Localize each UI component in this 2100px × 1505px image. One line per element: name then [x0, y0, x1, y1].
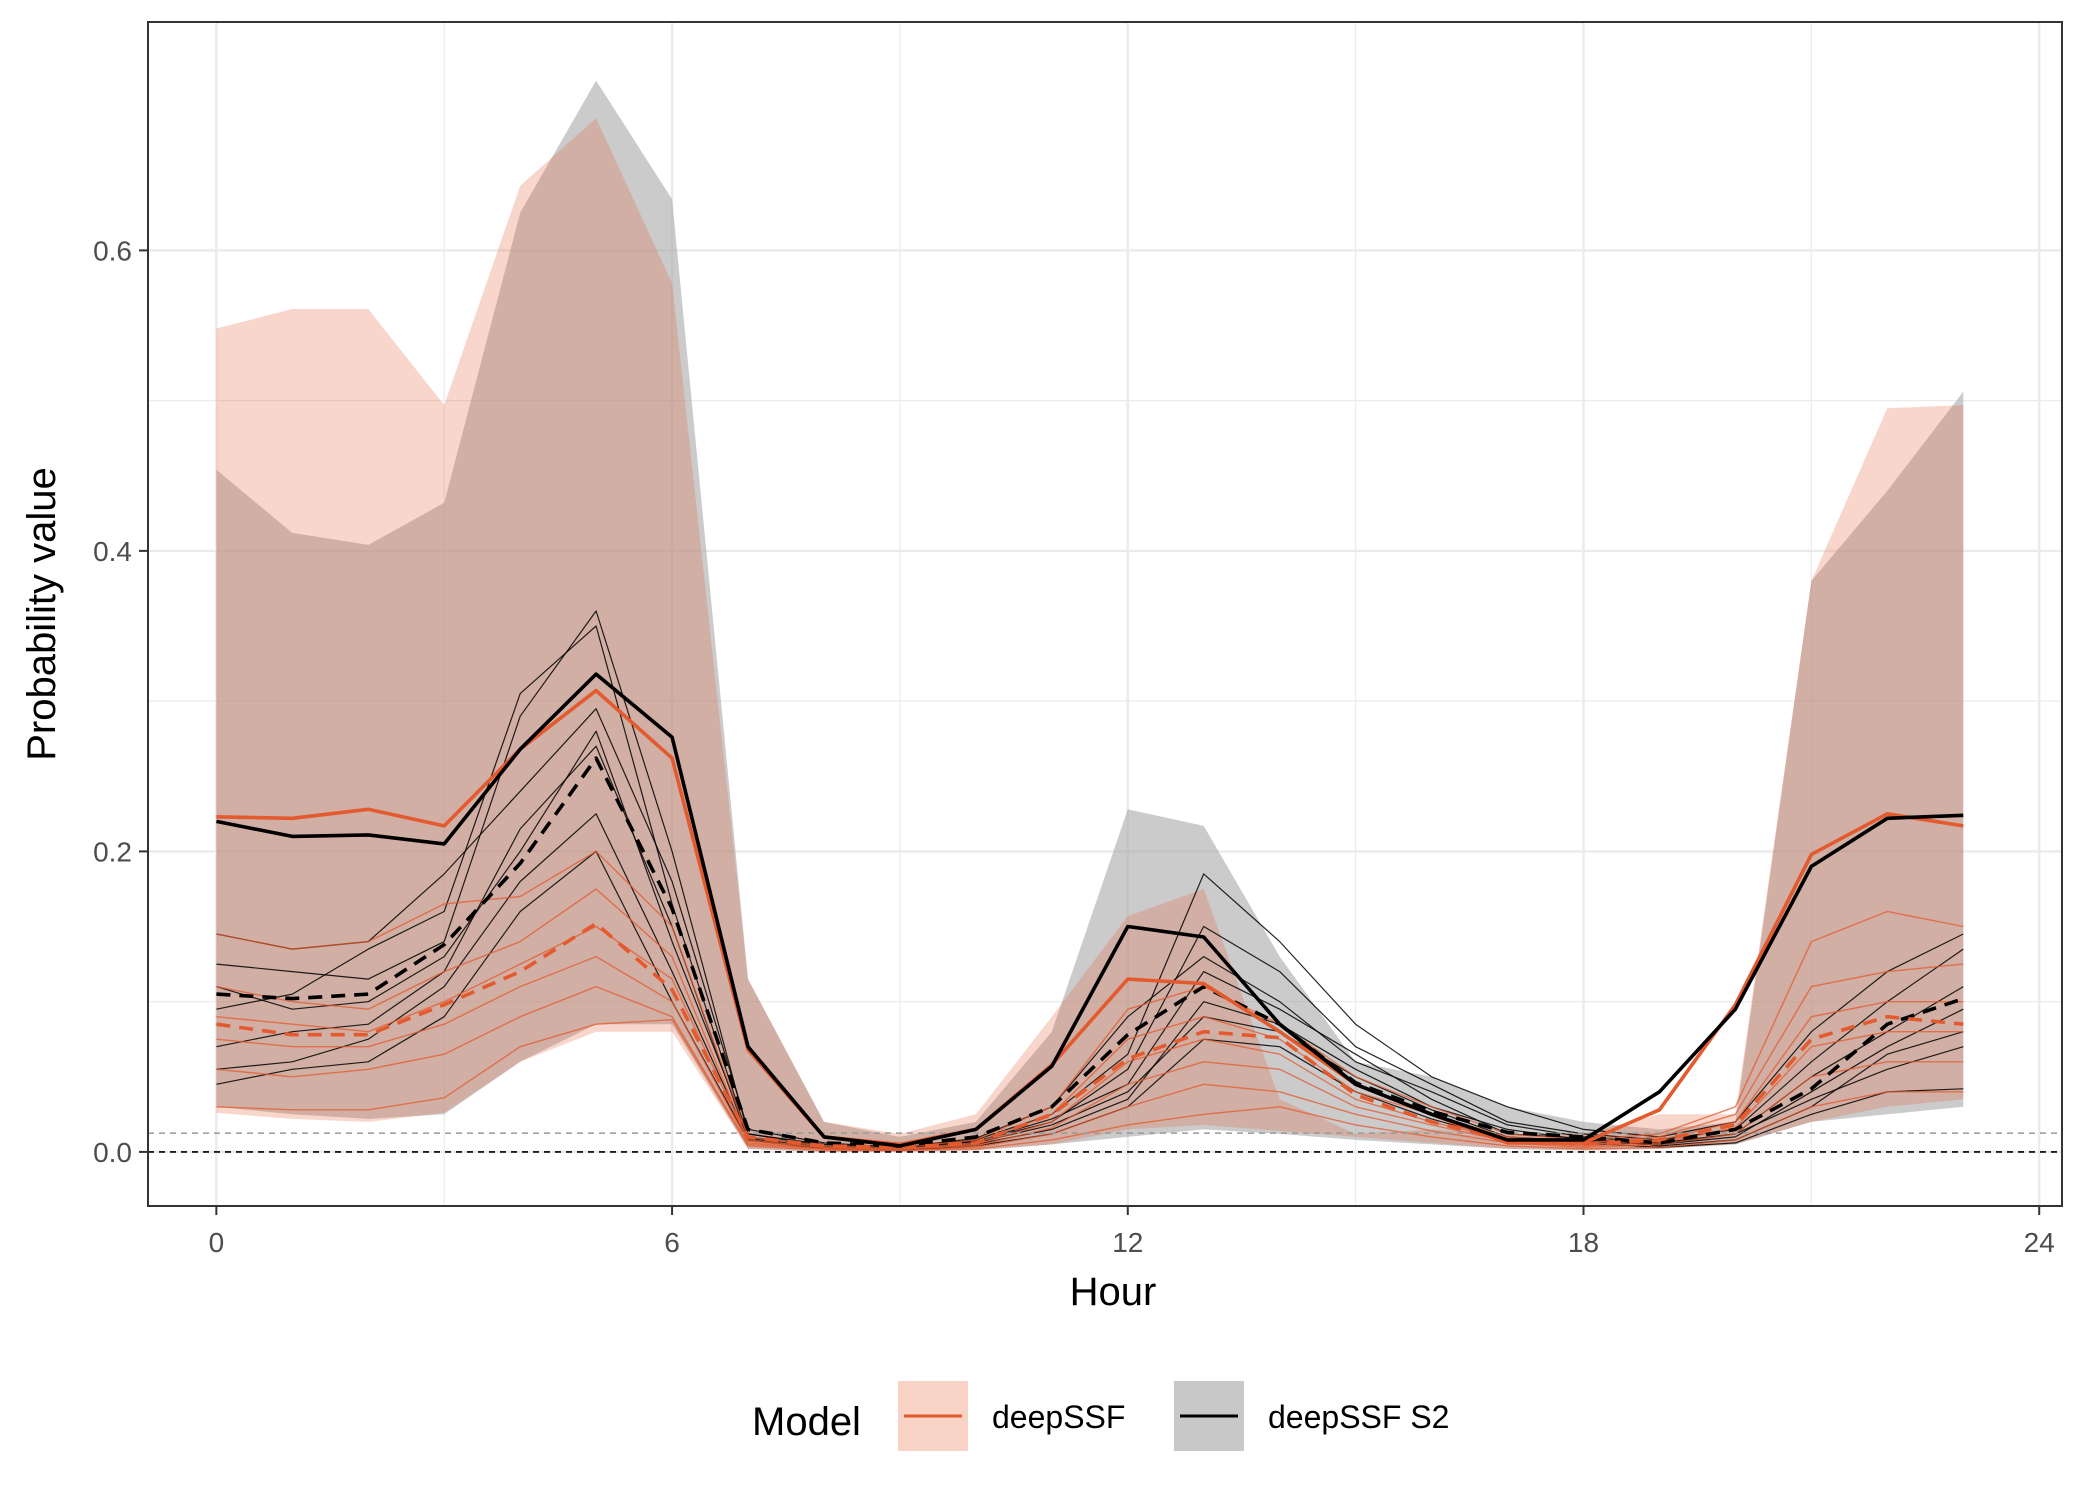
summary-lines-layer [216, 672, 1964, 1150]
x-tick-label: 12 [1112, 1227, 1143, 1258]
y-tick-label: 0.2 [93, 836, 132, 867]
series-deepssf-median-line [216, 921, 1964, 1150]
series-deepssf-s2-median-line [216, 756, 1964, 1148]
y-axis-title: Probability value [20, 467, 64, 761]
legend: Model deepSSF deepSSF S2 [752, 1381, 1449, 1451]
legend-label-deepssf: deepSSF [992, 1399, 1125, 1435]
plot-border [147, 21, 2063, 1207]
individual-line-deepssf [216, 985, 1964, 1152]
x-tick-label: 18 [1568, 1227, 1599, 1258]
reference-lines-layer [148, 1132, 2062, 1153]
individual-line-deepssf [216, 1019, 1964, 1152]
legend-key-deepssf-s2 [1174, 1381, 1244, 1451]
ribbon-deepssf-s2 [216, 80, 1964, 1152]
x-tick-label: 0 [209, 1227, 225, 1258]
x-axis-title: Hour [1070, 1270, 1157, 1314]
individual-line-deepssf [216, 888, 1964, 1150]
x-tick-label: 24 [2024, 1227, 2055, 1258]
axis-layer: 0 6 12 18 24 0.0 0.2 0.4 0.6 [93, 235, 2055, 1258]
individual-line-deepssf-s2 [216, 730, 1964, 1148]
y-tick-label: 0.4 [93, 536, 132, 567]
individual-line-deepssf-s2 [216, 625, 1964, 1150]
legend-title: Model [752, 1400, 861, 1444]
individual-line-deepssf [216, 850, 1964, 1149]
individual-line-deepssf-s2 [216, 610, 1964, 1148]
y-tick-label: 0.6 [93, 235, 132, 266]
individual-line-deepssf [216, 925, 1964, 1150]
legend-label-deepssf-s2: deepSSF S2 [1268, 1399, 1449, 1435]
series-deepssf-s2-mean-line [216, 672, 1964, 1148]
y-tick-label: 0.0 [93, 1137, 132, 1168]
x-tick-label: 6 [664, 1227, 680, 1258]
ribbon-layer [216, 80, 1964, 1152]
series-deepssf-mean-line [216, 688, 1964, 1147]
ribbon-deepssf [216, 118, 1964, 1152]
legend-key-deepssf [898, 1381, 968, 1451]
